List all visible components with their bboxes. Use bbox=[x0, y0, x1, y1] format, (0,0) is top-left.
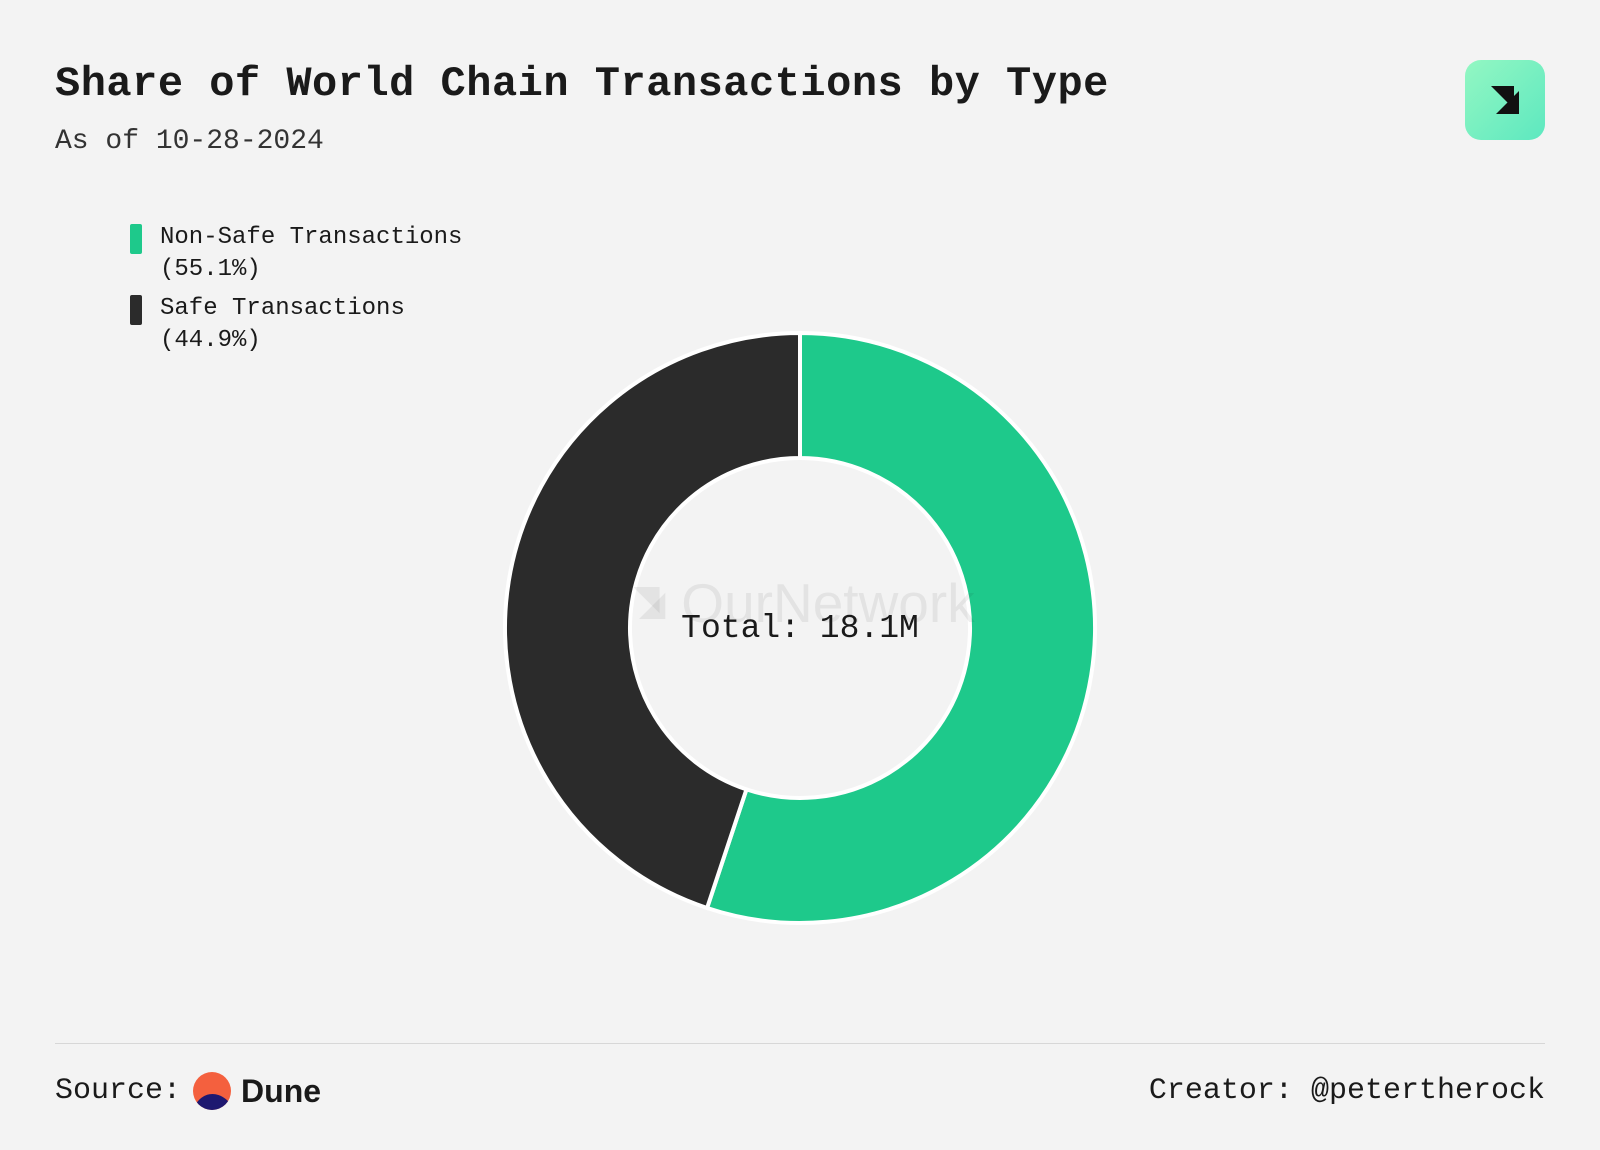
footer: Source: Dune Creator: @petertherock bbox=[55, 1043, 1545, 1110]
chart-area: Non-Safe Transactions (55.1%) Safe Trans… bbox=[55, 212, 1545, 1043]
donut-center-label: Total: 18.1M bbox=[681, 610, 919, 647]
donut-chart: OurNetwork Total: 18.1M bbox=[490, 318, 1110, 938]
legend-label-text: Non-Safe Transactions bbox=[160, 224, 462, 251]
legend-percent: (44.9%) bbox=[160, 327, 261, 354]
dune-logo-text: Dune bbox=[241, 1073, 321, 1110]
chart-container: Share of World Chain Transactions by Typ… bbox=[0, 0, 1600, 1150]
legend-swatch bbox=[130, 224, 142, 254]
legend-item: Non-Safe Transactions (55.1%) bbox=[130, 222, 462, 287]
brand-badge bbox=[1465, 60, 1545, 140]
legend-item: Safe Transactions (44.9%) bbox=[130, 293, 462, 358]
dune-logo: Dune bbox=[193, 1072, 321, 1110]
arrow-diagonal-icon bbox=[1484, 79, 1526, 121]
footer-creator: Creator: @petertherock bbox=[1149, 1074, 1545, 1108]
header: Share of World Chain Transactions by Typ… bbox=[55, 60, 1545, 157]
legend: Non-Safe Transactions (55.1%) Safe Trans… bbox=[130, 222, 462, 364]
chart-title: Share of World Chain Transactions by Typ… bbox=[55, 60, 1545, 108]
legend-swatch bbox=[130, 295, 142, 325]
legend-percent: (55.1%) bbox=[160, 256, 261, 283]
dune-logo-icon bbox=[193, 1072, 231, 1110]
creator-handle: @petertherock bbox=[1311, 1074, 1545, 1108]
legend-label-text: Safe Transactions bbox=[160, 295, 405, 322]
chart-subtitle: As of 10-28-2024 bbox=[55, 126, 1545, 157]
footer-source: Source: Dune bbox=[55, 1072, 321, 1110]
legend-label: Safe Transactions (44.9%) bbox=[160, 293, 405, 358]
creator-prefix: Creator: bbox=[1149, 1074, 1293, 1108]
legend-label: Non-Safe Transactions (55.1%) bbox=[160, 222, 462, 287]
source-prefix: Source: bbox=[55, 1074, 181, 1108]
